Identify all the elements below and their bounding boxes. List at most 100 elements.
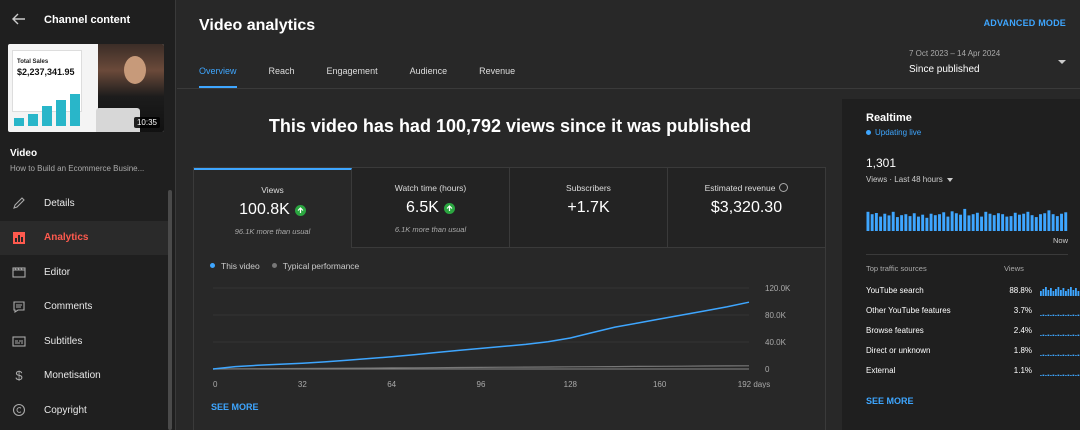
sparkline-bar: [1057, 354, 1060, 356]
realtime-bar: [908, 216, 912, 231]
metric-value-row: 6.5K: [352, 199, 509, 217]
realtime-bar: [925, 217, 929, 231]
metric-card-subscribers[interactable]: Subscribers +1.7K: [510, 168, 668, 248]
chevron-down-icon[interactable]: [1058, 60, 1066, 64]
metric-label: Views: [261, 185, 284, 195]
metric-card-watch-time[interactable]: Watch time (hours) 6.5K 6.1K more than u…: [352, 168, 510, 248]
advanced-mode-button[interactable]: ADVANCED MODE: [983, 18, 1066, 28]
tab-engagement[interactable]: Engagement: [326, 66, 378, 76]
realtime-bar: [912, 213, 916, 231]
sparkline-bar: [1042, 334, 1045, 336]
sparkline-bar: [1047, 354, 1050, 356]
traffic-source-percent: 3.7%: [1013, 306, 1032, 315]
realtime-bar: [1001, 214, 1005, 231]
sparkline-bar: [1055, 355, 1057, 356]
traffic-source-name: Direct or unknown: [866, 346, 931, 355]
sparkline-bar: [1062, 334, 1065, 336]
traffic-source-row[interactable]: Browse features 2.4%: [866, 324, 1080, 338]
tab-revenue[interactable]: Revenue: [479, 66, 516, 76]
tab-audience[interactable]: Audience: [409, 66, 448, 76]
sidebar-item-comments[interactable]: Comments: [0, 290, 168, 325]
analytics-tabs: Overview Reach Engagement Audience Reven…: [199, 66, 547, 88]
realtime-bar: [938, 214, 941, 231]
sparkline-bar: [1045, 287, 1047, 296]
realtime-see-more-link[interactable]: SEE MORE: [866, 396, 914, 406]
arrow-up-icon: [443, 202, 455, 214]
sparkline-bar: [1062, 374, 1065, 376]
page-title: Video analytics: [199, 17, 316, 34]
see-more-link[interactable]: SEE MORE: [211, 402, 259, 412]
metric-value: 100.8K: [239, 201, 290, 218]
realtime-bar: [921, 214, 925, 231]
tab-reach[interactable]: Reach: [268, 66, 295, 76]
sidebar-item-details[interactable]: Details: [0, 186, 168, 221]
realtime-bar: [988, 213, 992, 231]
traffic-source-percent: 1.1%: [1013, 366, 1032, 375]
sidebar-item-copyright[interactable]: Copyright: [0, 393, 168, 428]
x-tick-label: 96: [477, 380, 486, 388]
copyright-icon: [11, 402, 27, 418]
sparkline-bar: [1077, 354, 1080, 356]
traffic-source-row[interactable]: Other YouTube features 3.7%: [866, 304, 1080, 318]
sidebar-item-analytics[interactable]: Analytics: [0, 220, 168, 255]
sparkline-bar: [1042, 314, 1045, 316]
caret-down-icon: [946, 177, 953, 182]
realtime-bar: [879, 216, 883, 231]
sparkline-bar: [1070, 287, 1072, 296]
live-status: Updating live: [875, 128, 922, 137]
tab-overview[interactable]: Overview: [199, 66, 237, 88]
realtime-period-label: Views · Last 48 hours: [866, 175, 943, 184]
realtime-bar: [870, 214, 874, 231]
metric-value-row: +1.7K: [510, 199, 667, 217]
sparkline-bar: [1065, 375, 1067, 376]
sparkline-bar: [1052, 291, 1055, 296]
views-header: Views: [1004, 264, 1024, 273]
sparkline-bar: [1072, 334, 1075, 336]
period-selector[interactable]: Since published: [909, 64, 980, 75]
realtime-period-selector[interactable]: Views · Last 48 hours: [866, 175, 953, 184]
traffic-source-percent: 2.4%: [1013, 326, 1032, 335]
traffic-source-row[interactable]: External 1.1%: [866, 364, 1080, 378]
sidebar-nav: Details Analytics Editor Comments Subtit…: [0, 186, 168, 428]
realtime-count: 1,301: [866, 156, 897, 170]
back-arrow-icon[interactable]: [10, 10, 28, 28]
realtime-bar: [1039, 214, 1042, 231]
sparkline-bar: [1055, 335, 1057, 336]
thumbnail-card-value: $2,237,341.95: [17, 67, 75, 77]
metric-comparison: 96.1K more than usual: [234, 227, 311, 236]
sparkline-bar: [1040, 355, 1042, 356]
legend-label: Typical performance: [282, 261, 360, 271]
sidebar-item-editor[interactable]: Editor: [0, 255, 168, 290]
sparkline-bar: [1040, 291, 1042, 296]
sidebar-item-subtitles[interactable]: Subtitles: [0, 324, 168, 359]
traffic-source-row[interactable]: YouTube search 88.8%: [866, 284, 1080, 298]
live-indicator: Updating live: [866, 128, 921, 137]
realtime-bar-chart[interactable]: [866, 203, 1068, 231]
sparkline-bar: [1060, 290, 1062, 296]
analytics-icon: [11, 230, 27, 246]
traffic-source-percent: 1.8%: [1013, 346, 1032, 355]
sparkline-bar: [1042, 354, 1045, 356]
sparkline-bar: [1045, 315, 1047, 316]
realtime-bar: [866, 211, 870, 231]
sidebar-scrollbar[interactable]: [168, 190, 172, 430]
traffic-source-name: External: [866, 366, 896, 375]
sparkline-bar: [1075, 355, 1077, 356]
sparkline-bar: [1065, 291, 1067, 296]
sidebar-item-monetisation[interactable]: $ Monetisation: [0, 359, 168, 394]
traffic-source-name: YouTube search: [866, 286, 924, 295]
metric-label-row: Estimated revenue: [668, 183, 825, 193]
metric-card-revenue[interactable]: Estimated revenue $3,320.30: [668, 168, 825, 248]
metric-card-views[interactable]: Views 100.8K 96.1K more than usual: [194, 168, 352, 248]
metric-value-row: 100.8K: [194, 201, 351, 219]
x-tick-label: 32: [298, 380, 307, 388]
date-range[interactable]: 7 Oct 2023 – 14 Apr 2024: [909, 49, 1001, 58]
sparkline-bar: [1075, 315, 1077, 316]
video-thumbnail[interactable]: Total Sales $2,237,341.95 10:35: [8, 44, 164, 132]
views-line-chart[interactable]: 120.0K 80.0K 40.0K 0 0 32 64 96 128 160 192 days: [194, 276, 825, 388]
traffic-source-row[interactable]: Direct or unknown 1.8%: [866, 344, 1080, 358]
x-tick-label: 160: [653, 380, 667, 388]
sparkline-bar: [1050, 355, 1052, 356]
dollar-icon: $: [15, 368, 23, 384]
sparkline-bar: [1070, 335, 1072, 336]
